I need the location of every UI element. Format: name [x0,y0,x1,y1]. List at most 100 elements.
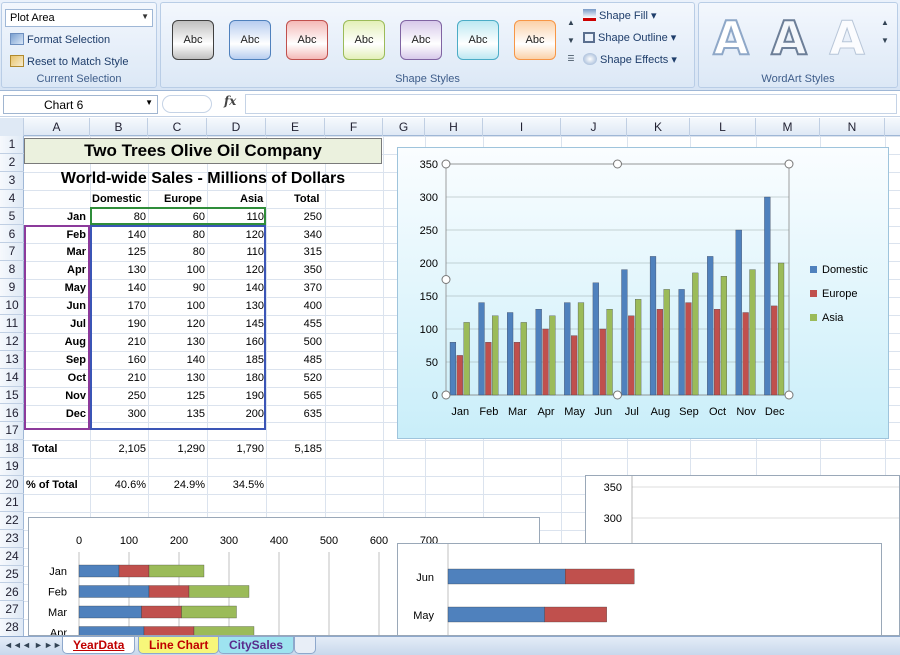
column-header[interactable]: J [561,118,627,136]
table-cell[interactable]: 340 [303,228,322,241]
table-cell[interactable]: 350 [303,264,322,277]
bar-asia[interactable] [692,272,699,396]
row-header[interactable]: 19 [0,458,24,477]
month-label[interactable]: Nov [65,389,86,402]
resize-handle[interactable] [784,159,794,169]
reset-to-match-style-button[interactable]: Reset to Match Style [10,55,129,68]
row-header[interactable]: 8 [0,261,24,280]
table-cell[interactable]: 565 [303,389,322,402]
bar-asia[interactable] [635,299,642,396]
row-header[interactable]: 1 [0,136,24,154]
column-header-cell[interactable]: Asia [240,192,264,205]
table-cell[interactable]: 500 [303,335,322,348]
row-header[interactable]: 2 [0,154,24,172]
bar-europe[interactable] [542,328,549,396]
bar-domestic[interactable] [707,256,714,396]
column-header[interactable]: I [483,118,561,136]
table-cell[interactable]: 120 [245,228,264,241]
wordart-style-1[interactable]: A [712,11,750,65]
column-header-cell[interactable]: Domestic [92,192,142,205]
table-cell[interactable]: 140 [186,353,205,366]
name-box[interactable]: Chart 6 ▼ [3,95,158,114]
bar-segment-europe[interactable] [565,568,635,585]
pct-cell[interactable]: 40.6% [114,479,146,492]
resize-handle[interactable] [784,390,794,400]
total-label[interactable]: Total [32,443,58,456]
table-cell[interactable]: 90 [192,282,205,295]
table-cell[interactable]: 210 [127,371,146,384]
prev-sheet-icon[interactable]: ◄ [22,640,31,650]
table-cell[interactable]: 140 [245,282,264,295]
shape-outline-button[interactable]: Shape Outline ▾ [583,31,676,44]
formula-bar-handle[interactable] [162,95,212,113]
table-cell[interactable]: 200 [245,407,264,420]
bar-europe[interactable] [656,309,663,396]
table-cell[interactable]: 190 [245,389,264,402]
bar-asia[interactable] [720,276,727,396]
bar-asia[interactable] [749,269,756,396]
table-cell[interactable]: 125 [186,389,205,402]
bar-domestic[interactable] [564,302,571,396]
table-cell[interactable]: 130 [245,300,264,313]
table-cell[interactable]: 170 [127,300,146,313]
month-label[interactable]: Feb [66,228,86,241]
table-cell[interactable]: 370 [303,282,322,295]
total-cell[interactable]: 1,790 [236,443,264,456]
bar-segment-asia[interactable] [148,564,205,578]
bar-segment-asia[interactable] [181,605,237,619]
insert-function-icon[interactable]: fx [224,94,237,108]
row-header[interactable]: 4 [0,190,24,208]
table-cell[interactable]: 190 [127,318,146,330]
table-cell[interactable]: 185 [245,353,264,366]
table-cell[interactable]: 250 [303,210,322,223]
table-cell[interactable]: 135 [186,407,205,420]
column-header-cell[interactable]: Europe [164,192,202,205]
row-header[interactable]: 5 [0,208,24,226]
table-cell[interactable]: 130 [186,371,205,384]
bar-domestic[interactable] [649,256,657,396]
shape-style-swatch[interactable]: Abc [343,20,385,60]
sheet-subtitle[interactable]: World-wide Sales - Millions of Dollars [60,170,346,187]
column-header[interactable]: F [325,118,383,136]
wordart-style-3[interactable]: A [829,11,866,65]
bar-domestic[interactable] [592,282,599,396]
bar-asia[interactable] [549,315,556,396]
month-label[interactable]: Aug [64,335,86,348]
sheet-title[interactable]: Two Trees Olive Oil Company [24,138,382,164]
formula-input[interactable] [245,94,897,114]
bar-segment-europe[interactable] [141,605,182,619]
tab-citysales[interactable]: CitySales [218,637,295,654]
bar-europe[interactable] [599,328,606,396]
row-header[interactable]: 13 [0,351,24,369]
column-header[interactable]: C [148,118,207,136]
table-cell[interactable]: 110 [246,246,264,259]
bar-europe[interactable] [685,302,692,396]
bar-europe[interactable] [485,342,492,396]
column-header[interactable]: B [90,118,148,136]
table-cell[interactable]: 120 [245,264,264,277]
row-header[interactable]: 15 [0,387,24,405]
next-sheet-icon[interactable]: ► [34,640,43,650]
shape-style-swatch[interactable]: Abc [457,20,499,60]
table-cell[interactable]: 520 [303,371,322,384]
row-header[interactable]: 7 [0,243,24,262]
bar-europe[interactable] [742,312,749,396]
bar-asia[interactable] [492,315,499,396]
bar-domestic[interactable] [507,312,514,396]
month-label[interactable]: Mar [66,246,86,259]
row-header[interactable]: 25 [0,566,24,584]
bar-europe[interactable] [771,305,778,396]
row-header[interactable]: 9 [0,279,24,298]
row-header[interactable]: 11 [0,315,24,333]
row-header[interactable]: 14 [0,369,24,387]
gallery-up-icon[interactable]: ▲ [567,18,575,27]
month-label[interactable]: Jun [66,300,86,313]
bar-asia[interactable] [777,262,785,396]
table-cell[interactable]: 160 [127,353,146,366]
month-label[interactable]: Sep [65,353,86,366]
table-cell[interactable]: 140 [127,228,146,241]
column-header[interactable]: K [627,118,690,136]
table-cell[interactable]: 250 [127,389,146,402]
bar-europe[interactable] [713,309,721,396]
table-cell[interactable]: 130 [127,264,146,277]
